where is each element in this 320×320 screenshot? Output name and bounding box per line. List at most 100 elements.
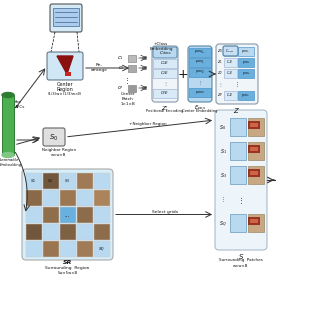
Bar: [93, 223, 109, 239]
Text: ⋮: ⋮: [218, 82, 222, 86]
Text: $C_PE$: $C_PE$: [160, 89, 170, 97]
Text: $pos_{S_0}$: $pos_{S_0}$: [194, 48, 206, 56]
Bar: [248, 166, 264, 184]
Text: arrange: arrange: [91, 68, 108, 72]
Text: Re-: Re-: [95, 63, 103, 67]
Bar: [26, 206, 42, 222]
Text: ...: ...: [65, 213, 70, 218]
Text: ⋮: ⋮: [220, 197, 225, 203]
Bar: [43, 223, 59, 239]
Bar: [250, 123, 258, 127]
Text: $c_2$: $c_2$: [117, 64, 124, 72]
Text: SR: SR: [63, 260, 72, 265]
Bar: [153, 89, 177, 98]
Text: $C_1E$: $C_1E$: [160, 59, 170, 67]
Bar: [250, 219, 258, 223]
Bar: [189, 58, 211, 67]
Bar: [248, 169, 260, 177]
Text: $C_{class}$: $C_{class}$: [225, 47, 235, 55]
Text: Surrounding  Patches: Surrounding Patches: [219, 258, 263, 262]
Bar: [65, 72, 71, 76]
Text: $pos_n$: $pos_n$: [195, 89, 205, 95]
Text: $c_P$: $c_P$: [117, 84, 124, 92]
Text: ×E: ×E: [140, 85, 148, 91]
FancyBboxPatch shape: [216, 44, 258, 104]
Text: $S_Q$: $S_Q$: [98, 245, 105, 253]
Text: $S_0$: $S_0$: [220, 124, 227, 132]
Bar: [43, 189, 59, 205]
Text: $S_3$: $S_3$: [64, 178, 71, 185]
Text: Surrounding  Region: Surrounding Region: [45, 266, 90, 270]
Text: $Z_2$: $Z_2$: [217, 69, 223, 77]
Bar: [60, 189, 76, 205]
Text: $pos_1$: $pos_1$: [242, 59, 251, 66]
Bar: [60, 172, 76, 188]
Text: $pos_1$: $pos_1$: [195, 58, 205, 66]
Text: Positional Encoding: Positional Encoding: [146, 109, 184, 113]
Text: Center: Center: [57, 82, 73, 87]
Text: the: the: [15, 100, 22, 104]
Bar: [93, 241, 109, 257]
Text: +Neighbor Region: +Neighbor Region: [129, 122, 167, 126]
Bar: [238, 47, 254, 56]
Bar: [153, 59, 177, 68]
Bar: [238, 69, 254, 78]
Bar: [2, 95, 14, 155]
FancyBboxPatch shape: [188, 46, 212, 102]
Bar: [250, 171, 258, 175]
Bar: [230, 166, 246, 184]
Text: Embedding: Embedding: [0, 163, 22, 167]
FancyBboxPatch shape: [43, 128, 65, 146]
Bar: [60, 223, 76, 239]
Bar: [76, 241, 92, 257]
Text: $C_2E$: $C_2E$: [160, 69, 170, 77]
Bar: [224, 58, 237, 67]
Text: ⋮: ⋮: [234, 82, 240, 86]
FancyBboxPatch shape: [47, 52, 83, 80]
Text: $pos_n$: $pos_n$: [242, 92, 251, 99]
Text: $E_{pos}$: $E_{pos}$: [194, 104, 206, 114]
Text: ⋮: ⋮: [163, 81, 167, 85]
Text: ⋮: ⋮: [198, 80, 202, 84]
Text: Embedding: Embedding: [149, 47, 173, 51]
Text: $Z'$: $Z'$: [161, 104, 169, 113]
Bar: [248, 214, 264, 232]
Text: Center Embedding: Center Embedding: [182, 109, 218, 113]
Text: Patch: Patch: [122, 97, 134, 101]
FancyBboxPatch shape: [223, 46, 238, 56]
Text: w×w×B: w×w×B: [51, 153, 67, 157]
Text: Select grids: Select grids: [152, 210, 178, 213]
FancyBboxPatch shape: [153, 47, 177, 58]
FancyBboxPatch shape: [152, 46, 178, 102]
Bar: [224, 69, 237, 78]
Text: $pos_0$: $pos_0$: [242, 47, 251, 54]
Bar: [230, 118, 246, 136]
Text: w×w×B: w×w×B: [233, 264, 249, 268]
Text: Region: Region: [57, 87, 73, 92]
Text: $S_2$: $S_2$: [47, 178, 54, 185]
Bar: [224, 47, 237, 56]
Bar: [189, 68, 211, 77]
Text: $S_3$: $S_3$: [220, 172, 227, 180]
Bar: [76, 189, 92, 205]
Bar: [128, 55, 136, 62]
Text: Neighbor Region: Neighbor Region: [42, 148, 76, 152]
Bar: [43, 172, 59, 188]
Text: $pos_2$: $pos_2$: [195, 68, 205, 76]
Bar: [248, 145, 260, 153]
Bar: [93, 189, 109, 205]
Bar: [153, 69, 177, 78]
Text: +Class: +Class: [154, 42, 168, 46]
FancyBboxPatch shape: [50, 4, 82, 32]
Text: $S_Q$: $S_Q$: [219, 220, 227, 228]
Bar: [53, 8, 79, 26]
Bar: [189, 48, 211, 57]
Bar: [93, 206, 109, 222]
Bar: [230, 214, 246, 232]
Text: $C_PE$: $C_PE$: [226, 91, 234, 99]
Bar: [43, 241, 59, 257]
Text: $C_{class}$: $C_{class}$: [159, 49, 171, 57]
Bar: [26, 189, 42, 205]
Ellipse shape: [2, 153, 14, 157]
Bar: [76, 172, 92, 188]
